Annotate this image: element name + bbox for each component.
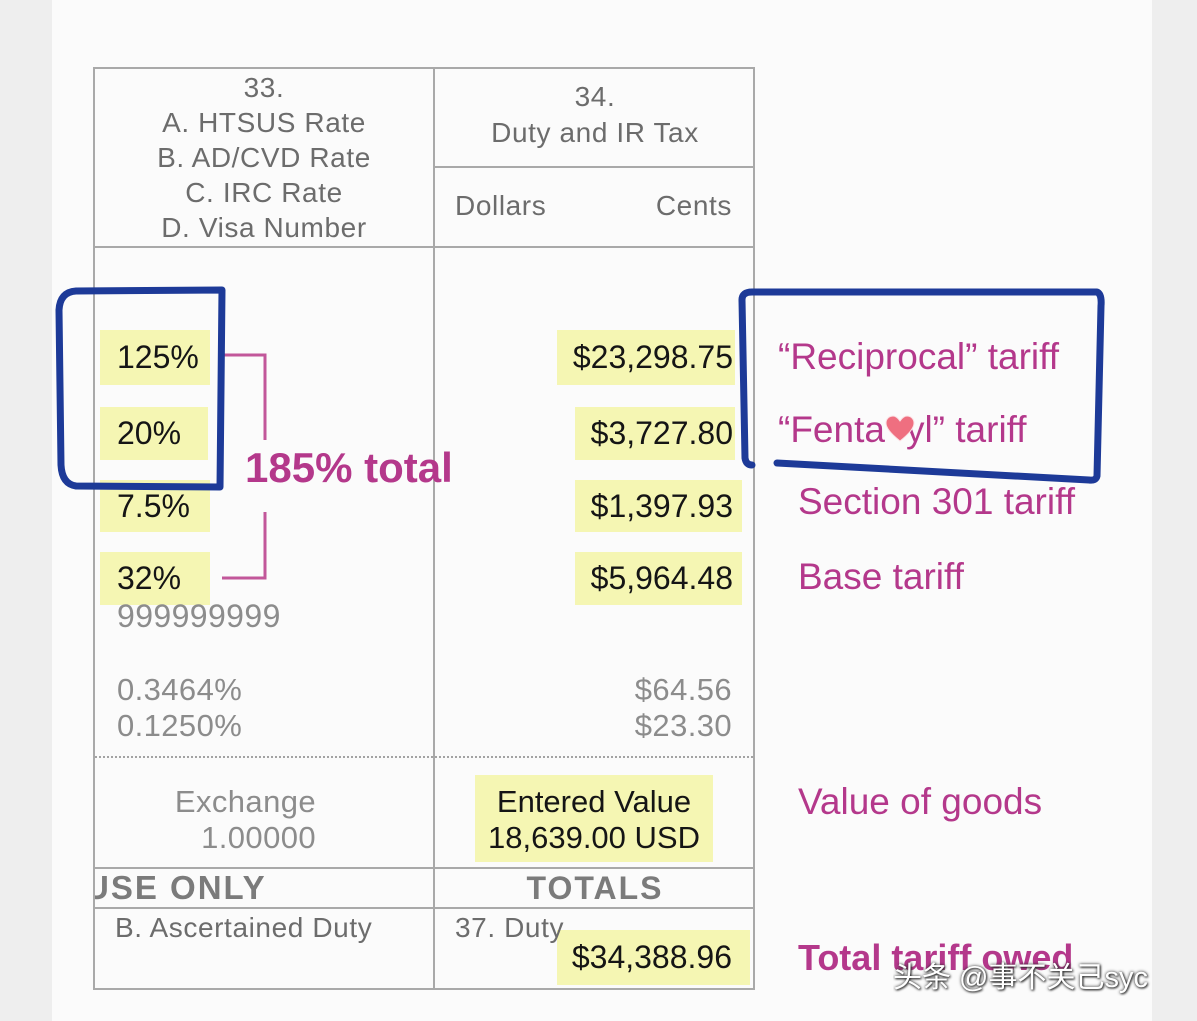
fentanyl-label-end: yl” tariff <box>905 409 1027 450</box>
heart-shape <box>885 415 915 442</box>
exchange-rate: 1.00000 <box>201 820 316 855</box>
duty-label: 37. Duty <box>455 912 565 943</box>
use-only-cell: USE ONLY <box>95 869 433 907</box>
box-33-number: 33. <box>243 72 285 103</box>
fee-amount-2: $23.30 <box>634 708 732 743</box>
fentanyl-label-start: “Fenta <box>778 409 885 450</box>
exchange-label: Exchange <box>174 784 316 819</box>
totals-top-rule <box>93 867 755 869</box>
amount-fentanyl: $3,727.80 <box>575 407 735 460</box>
rate-base: 32% <box>100 552 210 605</box>
htsus-rate-label: A. HTSUS Rate <box>162 107 366 138</box>
entered-value-amount: 18,639.00 USD <box>488 820 700 855</box>
amount-reciprocal: $23,298.75 <box>557 330 735 385</box>
rate-reciprocal: 125% <box>100 330 210 385</box>
reciprocal-tariff-label: “Reciprocal” tariff <box>778 336 1060 377</box>
header-bottom-rule <box>93 246 755 248</box>
entered-value-box: Entered Value 18,639.00 USD <box>475 775 713 862</box>
bracket-total-label: 185% total <box>245 444 453 491</box>
box-34-number: 34. <box>574 81 616 112</box>
ad-cvd-rate-label: B. AD/CVD Rate <box>157 142 371 173</box>
amount-base: $5,964.48 <box>575 552 742 605</box>
totals-label: TOTALS <box>526 870 664 906</box>
fentanyl-tariff-label: “Fenta yl” tariff <box>778 408 1027 452</box>
box-34-header: 34. Duty and IR Tax <box>435 79 755 151</box>
base-tariff-label: Base tariff <box>798 556 964 597</box>
use-only-label: USE ONLY <box>95 869 267 906</box>
total-tariff-owed-label: Total tariff owed <box>798 937 1074 978</box>
column-divider <box>433 67 435 990</box>
form-border <box>93 67 755 990</box>
rate-fentanyl: 20% <box>100 407 208 460</box>
irc-rate-label: C. IRC Rate <box>185 177 343 208</box>
amount-section-301: $1,397.93 <box>575 480 742 532</box>
box-34-subheader-rule <box>434 166 755 168</box>
cents-label: Cents <box>655 190 732 221</box>
duty-ir-tax-label: Duty and IR Tax <box>491 117 699 148</box>
dollars-label: Dollars <box>455 190 547 221</box>
totals-bottom-rule <box>93 907 755 909</box>
ascertained-duty-label: B. Ascertained Duty <box>115 912 373 943</box>
value-of-goods-label: Value of goods <box>798 781 1043 822</box>
fee-amount-1: $64.56 <box>634 672 732 707</box>
dotted-separator <box>95 756 753 758</box>
duty-total-amount: $34,388.96 <box>557 930 750 985</box>
fee-rate-1: 0.3464% <box>117 672 243 707</box>
heart-icon <box>885 408 915 452</box>
entered-value-label: Entered Value <box>496 784 692 819</box>
box-33-header: 33. A. HTSUS Rate B. AD/CVD Rate C. IRC … <box>95 70 433 245</box>
fee-rate-2: 0.1250% <box>117 708 243 743</box>
heart-icon-graphic <box>885 415 915 442</box>
visa-number-label: D. Visa Number <box>161 212 367 243</box>
section-301-tariff-label: Section 301 tariff <box>798 481 1075 522</box>
visa-number-value: 999999999 <box>117 598 281 634</box>
watermark: 头条 @事不关己syc <box>893 962 1148 994</box>
rate-section-301: 7.5% <box>100 480 210 532</box>
